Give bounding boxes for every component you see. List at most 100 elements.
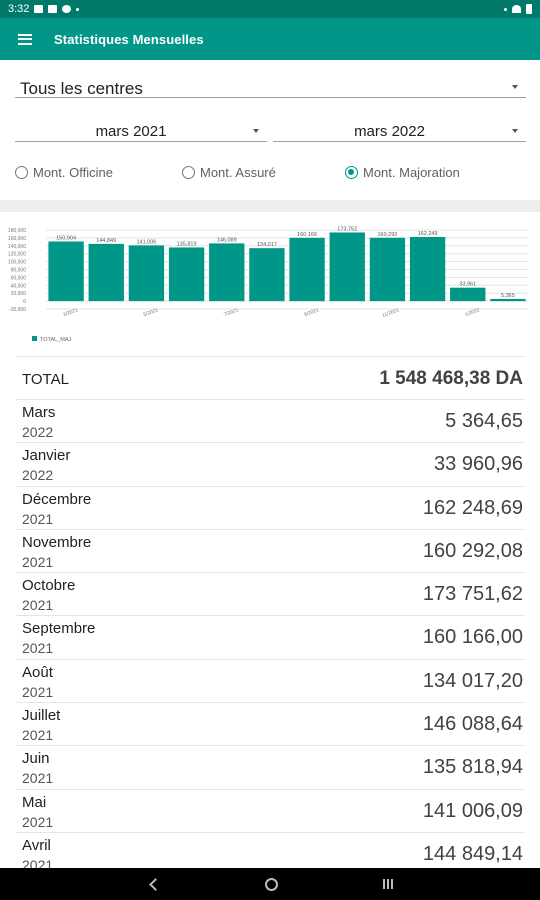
x-tick-label: 3/2021 xyxy=(62,307,79,318)
row-year: 2022 xyxy=(22,424,54,440)
dropdown-arrow-icon xyxy=(253,129,259,133)
y-tick-label: 40,000 xyxy=(11,283,27,289)
row-year: 2021 xyxy=(22,683,54,700)
y-tick-label: 180,000 xyxy=(8,228,26,234)
row-month: Juillet xyxy=(22,707,61,725)
monthly-totals-table: TOTAL 1 548 468,38 DA Mars 2022 5 364,65 Ja… xyxy=(16,356,525,877)
bar-value-label: 141,006 xyxy=(136,239,156,245)
row-amount: 135 818,94 xyxy=(422,756,523,779)
total-label: TOTAL xyxy=(22,371,69,388)
home-icon[interactable] xyxy=(261,876,281,892)
battery-icon xyxy=(526,4,532,14)
bar xyxy=(209,243,245,302)
legend-label: TOTAL_MAJ xyxy=(40,337,72,343)
bar xyxy=(490,298,526,302)
date-from-value: mars 2021 xyxy=(95,123,167,140)
table-row[interactable]: Janvier 2022 33 960,96 xyxy=(16,443,525,487)
bar-value-label: 150,904 xyxy=(56,235,76,241)
y-tick-label: 0 xyxy=(23,299,26,305)
y-tick-label: 120,000 xyxy=(8,252,26,258)
table-row[interactable]: Août 2021 134 017,20 xyxy=(16,660,525,704)
x-tick-label: 7/2021 xyxy=(223,307,240,318)
radio-mont-officine[interactable]: Mont. Officine xyxy=(15,165,113,180)
y-tick-label: 100,000 xyxy=(8,260,26,266)
y-tick-label: 60,000 xyxy=(11,275,27,281)
bluetooth-icon xyxy=(504,7,507,11)
table-row[interactable]: Mars 2022 5 364,65 xyxy=(16,400,525,444)
bar xyxy=(329,232,365,302)
date-from-dropdown[interactable]: mars 2021 xyxy=(15,122,267,142)
table-row[interactable]: Octobre 2021 173 751,62 xyxy=(16,573,525,617)
bar xyxy=(289,237,325,302)
row-amount: 134 017,20 xyxy=(422,669,523,692)
system-navigation-bar xyxy=(0,868,540,900)
radio-circle-icon xyxy=(345,166,358,179)
menu-icon[interactable] xyxy=(18,33,32,45)
bar-value-label: 135,819 xyxy=(177,241,197,247)
x-tick-label: 5/2021 xyxy=(143,307,160,318)
radio-mont-majoration[interactable]: Mont. Majoration xyxy=(345,165,460,180)
youtube-notification-icon xyxy=(48,5,58,13)
row-amount: 5 364,65 xyxy=(445,410,523,432)
center-dropdown-value: Tous les centres xyxy=(20,79,143,98)
row-amount: 141 006,09 xyxy=(422,799,523,822)
row-month: Mars xyxy=(22,404,56,421)
bar xyxy=(48,241,84,302)
monthly-bar-chart: 180,000 160,000 140,000 120,000 100,000 80,00… xyxy=(0,212,540,352)
more-notifications-icon xyxy=(76,7,80,11)
bar-value-label: 33,961 xyxy=(459,282,476,288)
table-row[interactable]: Décembre 2021 162 248,69 xyxy=(16,487,525,530)
radio-mont-assure[interactable]: Mont. Assuré xyxy=(182,165,276,180)
center-dropdown[interactable]: Tous les centres xyxy=(15,76,526,98)
row-month: Janvier xyxy=(22,447,71,465)
recent-apps-icon[interactable] xyxy=(380,876,400,892)
table-row[interactable]: Mai 2021 141 006,09 xyxy=(16,790,525,833)
settings-notification-icon xyxy=(62,5,72,13)
status-bar: 3:32 xyxy=(0,0,540,18)
table-row[interactable]: Septembre 2021 160 166,00 xyxy=(16,616,525,660)
x-tick-label: 11/2021 xyxy=(381,307,400,319)
row-month: Décembre xyxy=(22,490,92,508)
row-year: 2021 xyxy=(22,597,54,614)
row-amount: 160 292,08 xyxy=(422,539,523,562)
row-amount: 173 751,62 xyxy=(422,583,523,606)
table-row[interactable]: Juillet 2021 146 088,64 xyxy=(16,703,525,747)
radio-label: Mont. Officine xyxy=(33,165,113,180)
row-amount: 160 166,00 xyxy=(422,626,523,649)
bar xyxy=(409,237,446,302)
bar xyxy=(168,247,205,302)
table-row[interactable]: Novembre 2021 160 292,08 xyxy=(16,530,525,574)
bar-value-label: 144,849 xyxy=(96,238,116,244)
dropdown-arrow-icon xyxy=(512,129,518,133)
filters-panel: Tous les centres mars 2021 mars 2022 Mon… xyxy=(0,60,540,200)
row-amount: 162 248,69 xyxy=(422,496,523,519)
row-year: 2021 xyxy=(22,640,54,657)
bar xyxy=(128,245,165,302)
radio-label: Mont. Assuré xyxy=(200,165,276,180)
date-to-value: mars 2022 xyxy=(354,123,425,140)
x-tick-label: 9/2021 xyxy=(303,307,320,318)
bar xyxy=(88,243,124,302)
total-amount: 1 548 468,38 DA xyxy=(379,368,523,389)
bar-value-label: 160,166 xyxy=(297,232,317,238)
status-time: 3:32 xyxy=(8,3,30,15)
bar-value-label: 162,249 xyxy=(418,231,438,237)
bar-value-label: 146,089 xyxy=(217,237,237,243)
bar xyxy=(249,248,285,302)
legend-swatch xyxy=(32,336,37,341)
radio-circle-icon xyxy=(182,166,195,179)
table-row[interactable]: Juin 2021 135 818,94 xyxy=(16,746,525,790)
y-tick-label: -20,000 xyxy=(9,307,26,313)
y-tick-label: 160,000 xyxy=(8,236,26,242)
row-amount: 146 088,64 xyxy=(422,713,523,736)
back-icon[interactable] xyxy=(145,876,165,892)
row-month: Avril xyxy=(22,836,51,854)
row-year: 2021 xyxy=(22,510,54,527)
radio-circle-icon xyxy=(15,166,28,179)
chart-svg: 180,000 160,000 140,000 120,000 100,000 80,00… xyxy=(8,226,528,343)
x-tick-label: 1/2022 xyxy=(464,307,481,318)
date-to-dropdown[interactable]: mars 2022 xyxy=(273,122,526,142)
bar-value-label: 160,292 xyxy=(377,232,397,238)
row-amount: 33 960,96 xyxy=(434,453,523,476)
row-amount: 144 849,14 xyxy=(422,842,523,865)
